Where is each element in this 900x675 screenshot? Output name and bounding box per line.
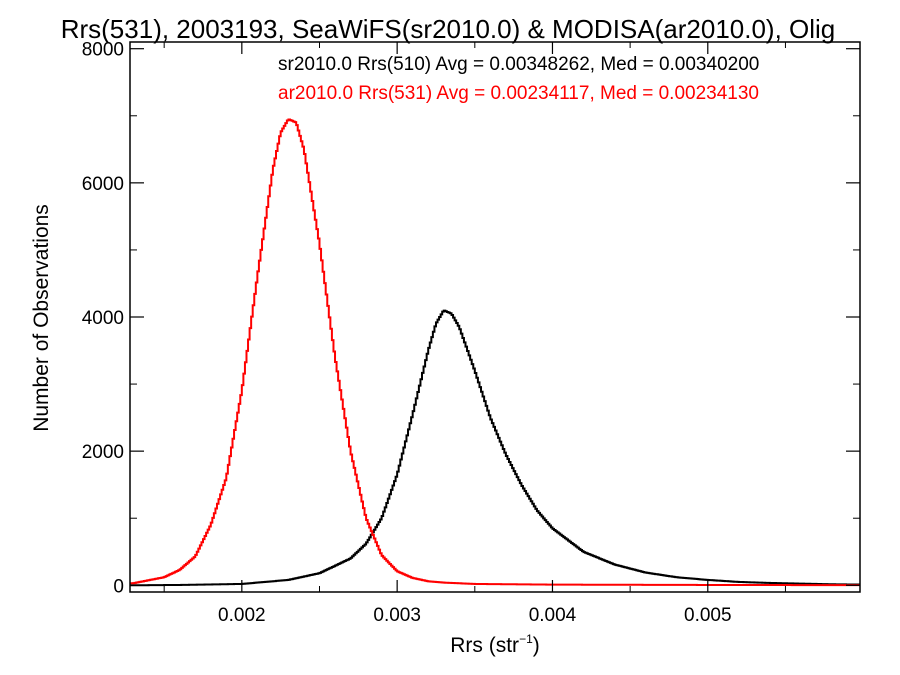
series-line-black	[130, 309, 860, 587]
y-tick-label: 8000	[82, 40, 124, 61]
y-tick-label: 4000	[82, 308, 124, 329]
axis-ticks: 0.002 0.003 0.004 0.005 0 2000 4000 6000 8000	[82, 40, 860, 626]
x-axis-label: Rrs (str−1)	[450, 632, 540, 657]
plot-frame	[129, 41, 861, 593]
x-tick-label: 0.005	[684, 605, 732, 626]
x-tick-label: 0.003	[373, 605, 421, 626]
x-axis-label-close: )	[533, 634, 540, 657]
x-axis-label-main: Rrs (str	[450, 634, 519, 657]
series-line-red	[130, 118, 860, 587]
chart-title: Rrs(531), 2003193, SeaWiFS(sr2010.0) & M…	[61, 14, 836, 44]
legend: sr2010.0 Rrs(510) Avg = 0.00348262, Med …	[278, 54, 759, 104]
x-tick-label: 0.002	[218, 605, 266, 626]
series-layer	[130, 118, 860, 587]
y-tick-label: 2000	[82, 442, 124, 463]
y-axis-label: Number of Observations	[30, 204, 53, 432]
y-tick-label: 0	[113, 576, 124, 597]
y-tick-label: 6000	[82, 174, 124, 195]
x-tick-label: 0.004	[529, 605, 577, 626]
legend-entry-red: ar2010.0 Rrs(531) Avg = 0.00234117, Med …	[278, 83, 759, 104]
legend-entry-black: sr2010.0 Rrs(510) Avg = 0.00348262, Med …	[278, 54, 759, 75]
x-axis-label-superscript: −1	[519, 632, 533, 646]
